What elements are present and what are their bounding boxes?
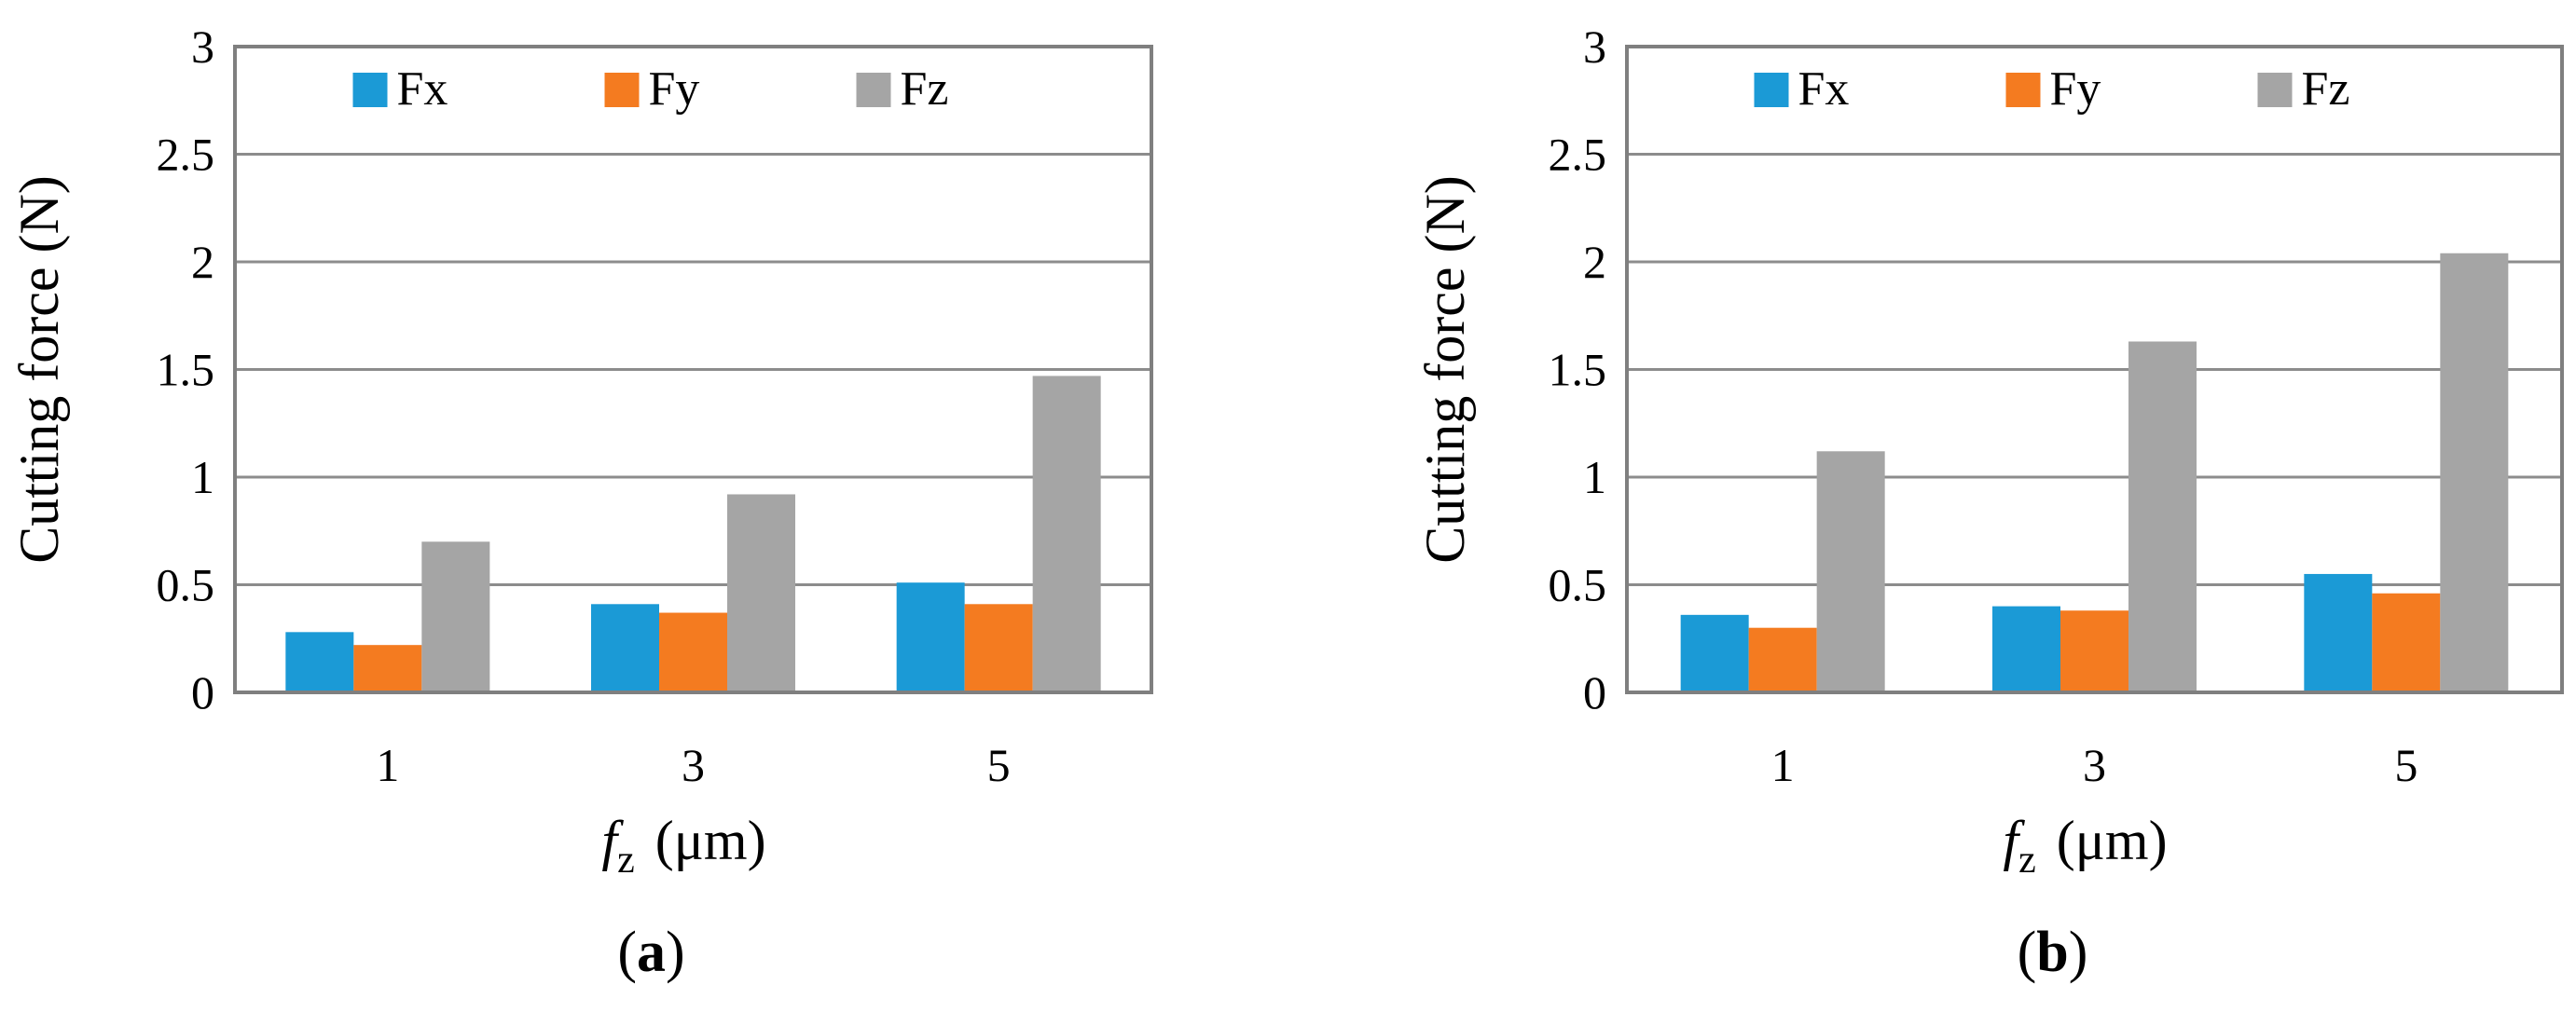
legend-item-fz: Fz (856, 62, 949, 116)
bars (235, 376, 1151, 694)
y-tick-labels: 0 0.5 1 1.5 2 2.5 3 (157, 21, 215, 718)
bar-fz-1 (421, 541, 490, 692)
y-axis-title: Cutting force (N) (8, 175, 70, 564)
x-axis-title: fz (μm) (601, 810, 765, 882)
x-tick-labels: 1 3 5 (1771, 739, 2418, 791)
y-tick-label: 2.5 (157, 129, 215, 181)
legend-label-fz: Fz (901, 62, 949, 116)
bar-fz-3 (2128, 341, 2197, 692)
panel-label: (b) (2018, 921, 2088, 984)
bar-fx-3 (1992, 606, 2060, 692)
bar-fy-5 (964, 604, 1033, 692)
y-tick-label: 3 (1583, 21, 1606, 73)
y-tick-label: 1 (191, 451, 214, 503)
y-tick-label: 0.5 (1549, 559, 1607, 611)
legend-swatch-fy (604, 73, 640, 107)
x-tick-label: 3 (2083, 739, 2106, 791)
y-tick-label: 2.5 (1549, 129, 1607, 181)
panel-label-letter: a (637, 921, 666, 984)
legend-item-fy: Fy (604, 62, 700, 116)
legend-label-fx: Fx (397, 62, 448, 116)
x-tick-labels: 1 3 5 (376, 739, 1010, 791)
y-tick-label: 3 (191, 21, 214, 73)
legend-swatch-fx (352, 73, 388, 107)
bar-fx-1 (1680, 614, 1749, 692)
bar-fz-5 (1032, 376, 1101, 692)
bar-fx-1 (285, 632, 354, 692)
x-axis-title: fz (μm) (2003, 810, 2167, 882)
bar-fy-5 (2372, 593, 2441, 692)
x-tick-label: 3 (682, 739, 705, 791)
panel-a: 0 0.5 1 1.5 2 2.5 3 1 3 5 Fx Fy Fz (8, 21, 1153, 984)
bar-fz-3 (727, 494, 795, 692)
x-tick-label: 5 (2394, 739, 2418, 791)
gridlines (235, 45, 1151, 694)
bar-fy-1 (1748, 627, 1817, 692)
legend-label-fy: Fy (649, 62, 700, 116)
panel-b: 0 0.5 1 1.5 2 2.5 3 1 3 5 Fx Fy Fz (1414, 21, 2564, 984)
x-axis-unit: (μm) (2057, 810, 2168, 871)
bar-fx-5 (2304, 573, 2373, 692)
x-tick-label: 1 (376, 739, 399, 791)
y-tick-label: 0 (1583, 666, 1606, 718)
legend-item-fx: Fx (352, 62, 448, 116)
y-tick-label: 0.5 (157, 559, 215, 611)
legend-swatch-fz (856, 73, 891, 107)
x-axis-subscript: z (617, 839, 635, 882)
legend-swatch-fx (1754, 73, 1789, 107)
y-axis-title: Cutting force (N) (1414, 175, 1476, 564)
bar-fz-1 (1816, 451, 1885, 692)
x-axis-subscript: z (2018, 839, 2036, 882)
legend-item-fy: Fy (2005, 62, 2101, 116)
legend-swatch-fz (2257, 73, 2293, 107)
bar-fy-3 (2060, 610, 2128, 692)
panel-label: (a) (617, 921, 684, 984)
panel-label-letter: b (2036, 921, 2068, 984)
y-tick-label: 1.5 (157, 344, 215, 396)
y-tick-labels: 0 0.5 1 1.5 2 2.5 3 (1549, 21, 1607, 718)
legend-label-fy: Fy (2050, 62, 2101, 116)
y-tick-label: 1.5 (1549, 344, 1607, 396)
bars (1627, 253, 2562, 694)
legend-item-fz: Fz (2257, 62, 2350, 116)
legend-label-fz: Fz (2302, 62, 2350, 116)
x-axis-unit: (μm) (655, 810, 766, 871)
y-tick-label: 0 (191, 666, 214, 718)
x-tick-label: 1 (1771, 739, 1795, 791)
bar-fx-5 (896, 582, 965, 692)
legend-swatch-fy (2005, 73, 2041, 107)
legend: Fx Fy Fz (352, 62, 949, 116)
bar-fy-1 (353, 645, 422, 692)
legend-item-fx: Fx (1754, 62, 1850, 116)
y-tick-label: 2 (1583, 236, 1606, 288)
bar-fy-3 (659, 612, 727, 692)
bar-fx-3 (591, 604, 659, 692)
y-tick-label: 2 (191, 236, 214, 288)
x-tick-label: 5 (987, 739, 1011, 791)
legend-label-fx: Fx (1798, 62, 1850, 116)
bar-fz-5 (2440, 253, 2509, 692)
legend: Fx Fy Fz (1754, 62, 2350, 116)
y-tick-label: 1 (1583, 451, 1606, 503)
